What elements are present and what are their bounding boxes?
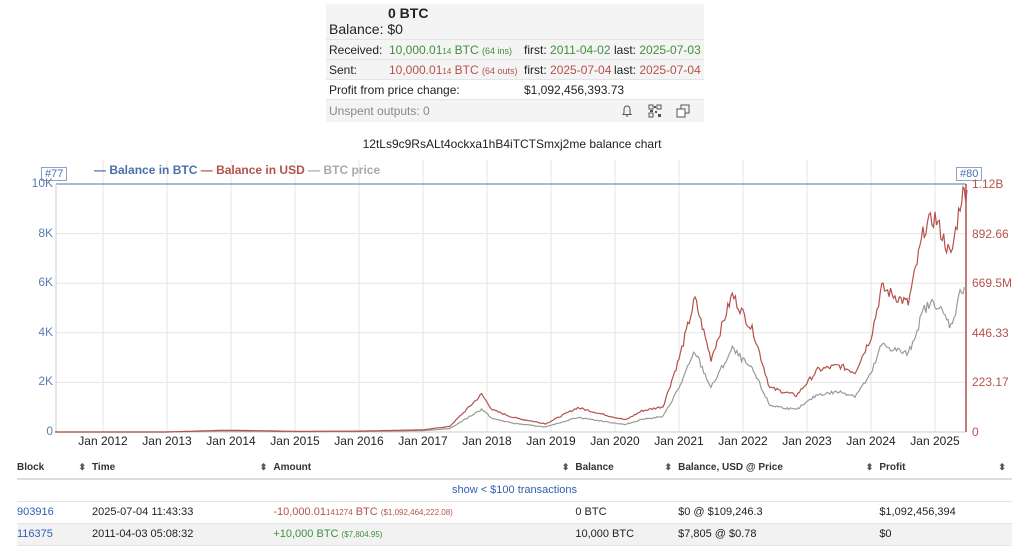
sort-icon[interactable]: ⬍ xyxy=(561,462,570,472)
y-right-tick-label: 0 xyxy=(972,425,979,439)
sent-count: (64 outs) xyxy=(481,65,518,76)
y-left-tick-label: 0 xyxy=(46,424,53,438)
x-tick-label: Jan 2016 xyxy=(334,434,384,448)
received-row: Received: 10,000.0114 BTC (64 ins) first… xyxy=(326,40,704,60)
y-left-tick-label: 8K xyxy=(38,225,53,240)
address-summary: 0 BTC Balance: $0 Received: 10,000.0114 … xyxy=(326,4,704,122)
y-left-tick-label: 6K xyxy=(38,275,53,290)
y-right-tick-label: 892.66 xyxy=(972,226,1009,241)
sent-last-date: 2025-07-04 xyxy=(639,62,701,77)
tx-profit: $0 xyxy=(879,523,1012,546)
block-link[interactable]: 116375 xyxy=(17,528,53,540)
x-tick-label: Jan 2020 xyxy=(590,434,640,448)
chart-legend: — Balance in BTC — Balance in USD — BTC … xyxy=(94,163,380,177)
btc-price-line xyxy=(55,285,968,433)
usd-balance-line xyxy=(55,185,968,433)
unspent-outputs: Unspent outputs: 0 xyxy=(326,100,522,122)
chart-title: 12tLs9c9RsALt4ockxa1hB4iTCTSmxj2me balan… xyxy=(362,137,662,151)
y-right-tick-label: 446.33 xyxy=(972,325,1009,340)
sent-label: Sent: xyxy=(329,62,358,77)
sort-icon[interactable]: ⬍ xyxy=(259,462,268,472)
sent-first-date: 2025-07-04 xyxy=(550,62,612,77)
tx-time: 2011-04-03 05:08:32 xyxy=(92,523,274,546)
table-header-row: Block ⬍ Time ⬍ Amount ⬍ Balance ⬍ Balanc… xyxy=(17,457,1012,480)
tx-balance-usd: $7,805 @ $0.78 xyxy=(678,523,880,546)
x-tick-label: Jan 2021 xyxy=(654,434,704,448)
balance-chart[interactable] xyxy=(0,150,1024,450)
header-amount[interactable]: Amount xyxy=(273,457,562,480)
qr-code-icon[interactable] xyxy=(648,104,662,118)
y-left-tick-label: 2K xyxy=(38,374,53,389)
received-label: Received: xyxy=(329,42,383,57)
received-count: (64 ins) xyxy=(481,45,512,56)
x-tick-label: Jan 2014 xyxy=(206,434,256,448)
x-tick-label: Jan 2019 xyxy=(526,434,576,448)
x-tick-label: Jan 2013 xyxy=(142,434,192,448)
show-small-row: show < $100 transactions xyxy=(17,479,1012,502)
y-right-tick-label: 669.5M xyxy=(972,276,1013,291)
balance-btc: 0 BTC xyxy=(388,5,429,21)
header-block[interactable]: Block xyxy=(17,457,79,480)
received-amount: 10,000.01 xyxy=(389,42,443,57)
tx-profit: $1,092,456,394 xyxy=(879,501,1012,524)
unspent-row: Unspent outputs: 0 xyxy=(326,100,704,122)
tx-balance: 0 BTC xyxy=(575,501,679,524)
table-row: 903916 2025-07-04 11:43:33 -10,000.01141… xyxy=(17,501,1012,524)
legend-balance-btc[interactable]: — Balance in BTC xyxy=(94,163,198,177)
x-tick-label: Jan 2012 xyxy=(78,434,128,448)
flag-right[interactable]: #80 xyxy=(956,167,983,181)
profit-row: Profit from price change: $1,092,456,393… xyxy=(326,80,704,100)
y-left-tick-label: 4K xyxy=(38,324,53,339)
x-tick-label: Jan 2017 xyxy=(398,434,448,448)
tx-time: 2025-07-04 11:43:33 xyxy=(92,501,274,524)
transactions-table: Block ⬍ Time ⬍ Amount ⬍ Balance ⬍ Balanc… xyxy=(17,457,1012,546)
header-balance-usd[interactable]: Balance, USD @ Price xyxy=(678,457,866,480)
sort-icon[interactable]: ⬍ xyxy=(865,462,874,472)
tx-balance: 10,000 BTC xyxy=(575,523,679,546)
block-link[interactable]: 903916 xyxy=(17,506,54,518)
y-right-tick-label: 223.17 xyxy=(972,375,1009,390)
balance-block: 0 BTC Balance: $0 xyxy=(326,4,704,40)
y-left-tick-label: 10K xyxy=(31,176,53,190)
balance-usd: $0 xyxy=(387,21,403,37)
header-profit[interactable]: Profit xyxy=(879,457,999,480)
sent-row: Sent: 10,000.0114 BTC (64 outs) first: 2… xyxy=(326,60,704,80)
header-balance[interactable]: Balance xyxy=(575,457,665,480)
legend-balance-usd[interactable]: — Balance in USD xyxy=(200,163,305,177)
x-tick-label: Jan 2018 xyxy=(462,434,512,448)
sort-icon[interactable]: ⬍ xyxy=(998,462,1006,472)
x-tick-label: Jan 2024 xyxy=(846,434,896,448)
sent-amount: 10,000.01 xyxy=(389,62,443,77)
received-last-date: 2025-07-03 xyxy=(639,42,701,57)
tx-balance-usd: $0 @ $109,246.3 xyxy=(678,501,880,524)
bell-icon[interactable] xyxy=(620,104,634,118)
chart-grid xyxy=(56,160,966,433)
copy-icon[interactable] xyxy=(676,104,690,118)
header-time[interactable]: Time xyxy=(92,457,260,480)
sort-icon[interactable]: ⬍ xyxy=(664,462,673,472)
tx-amount: +10,000 BTC ($7,804.95) xyxy=(273,523,576,546)
y-right-tick-label: 1.12B xyxy=(972,177,1004,191)
x-tick-label: Jan 2022 xyxy=(718,434,768,448)
profit-value: $1,092,456,393.73 xyxy=(524,82,625,97)
table-row: 116375 2011-04-03 05:08:32 +10,000 BTC (… xyxy=(17,523,1012,546)
sort-icon[interactable]: ⬍ xyxy=(78,462,86,472)
received-first-date: 2011-04-02 xyxy=(550,42,611,57)
tx-amount: -10,000.01141274 BTC ($1,092,464,222.08) xyxy=(273,501,576,524)
x-tick-label: Jan 2025 xyxy=(910,434,960,448)
show-small-transactions-link[interactable]: show < $100 transactions xyxy=(451,484,578,497)
x-tick-label: Jan 2015 xyxy=(270,434,320,448)
flag-left[interactable]: #77 xyxy=(41,167,68,181)
profit-label: Profit from price change: xyxy=(329,82,460,97)
legend-btc-price[interactable]: — BTC price xyxy=(308,163,381,177)
balance-label: Balance: xyxy=(329,21,384,37)
x-tick-label: Jan 2023 xyxy=(782,434,832,448)
